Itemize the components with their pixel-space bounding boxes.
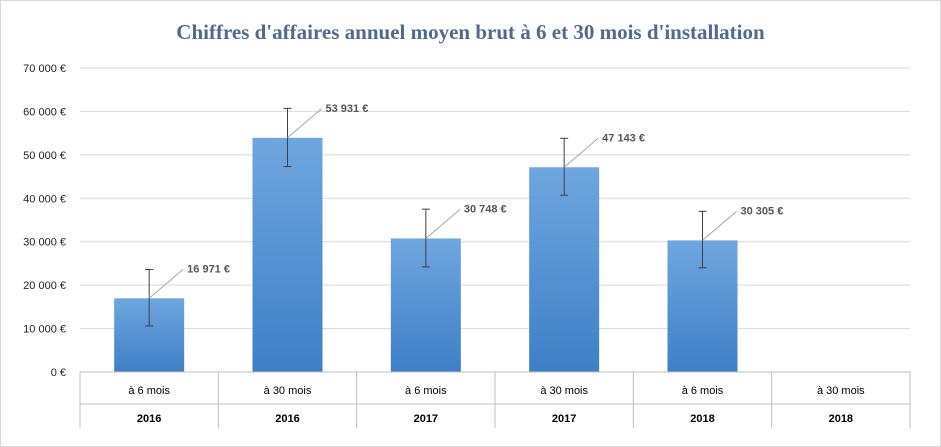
x-axis: à 6 mois 2016 à 30 mois 2016 à 6 mois 2017 à 3…	[79, 371, 911, 428]
data-label: 30 305 €	[741, 205, 784, 217]
y-tick-label: 20 000 €	[23, 280, 66, 292]
x-group-label: 2017	[552, 413, 576, 425]
data-label: 47 143 €	[602, 132, 645, 144]
data-labels: 16 971 € 53 931 € 30 748 € 47 143 € 30 305 €	[148, 103, 784, 299]
leader-line	[563, 137, 599, 168]
x-tick-label: à 30 mois	[540, 385, 588, 397]
y-tick-label: 10 000 €	[23, 324, 66, 336]
y-axis-ticks: 0 € 10 000 € 20 000 € 30 000 € 40 000 € 50 00…	[23, 63, 66, 379]
bar	[252, 137, 323, 372]
y-tick-label: 0 €	[51, 367, 66, 379]
x-tick-label: à 30 mois	[817, 385, 865, 397]
chart-title: Chiffres d'affaires annuel moyen brut à …	[176, 20, 765, 44]
x-group-label: 2018	[690, 413, 714, 425]
leader-line	[148, 268, 184, 299]
leader-line	[425, 209, 461, 239]
x-group-label: 2016	[275, 413, 299, 425]
leader-line	[702, 211, 737, 241]
y-tick-label: 40 000 €	[23, 193, 66, 205]
y-tick-label: 30 000 €	[23, 237, 66, 249]
error-bars	[145, 107, 707, 327]
x-tick-label: à 30 mois	[264, 385, 312, 397]
bars	[114, 137, 738, 372]
x-tick-label: à 6 mois	[682, 385, 724, 397]
gridlines	[80, 67, 910, 373]
x-tick-label: à 6 mois	[405, 385, 447, 397]
bar	[529, 167, 600, 372]
data-label: 30 748 €	[464, 203, 507, 215]
x-group-label: 2016	[137, 413, 161, 425]
data-label: 16 971 €	[187, 263, 230, 275]
y-tick-label: 70 000 €	[23, 63, 66, 75]
x-group-label: 2018	[829, 413, 853, 425]
x-group-label: 2017	[414, 413, 438, 425]
x-tick-label: à 6 mois	[128, 385, 170, 397]
data-label: 53 931 €	[326, 103, 369, 115]
y-tick-label: 60 000 €	[23, 106, 66, 118]
leader-line	[287, 108, 322, 139]
y-tick-label: 50 000 €	[23, 150, 66, 162]
